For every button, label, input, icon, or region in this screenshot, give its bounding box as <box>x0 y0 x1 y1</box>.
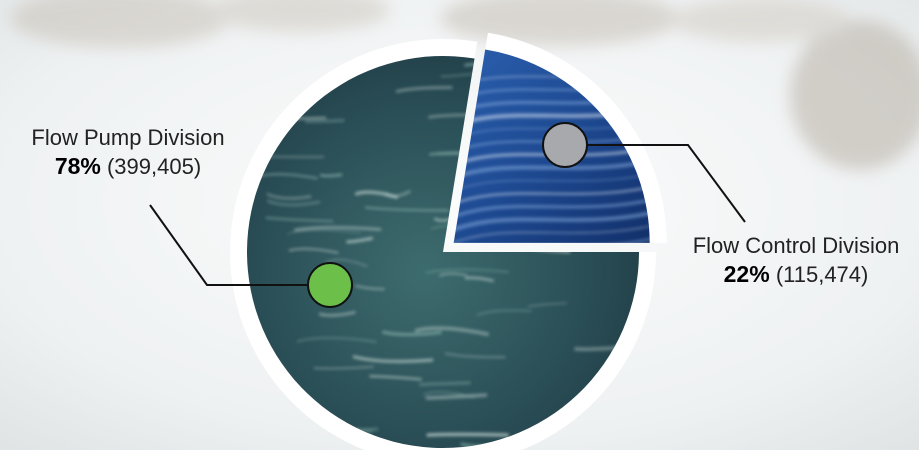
slice-value-control: (115,474) <box>775 262 869 287</box>
leader-line-pump <box>149 204 330 286</box>
leader-line-control <box>565 144 746 223</box>
slice-value-pump: (399,405) <box>106 154 202 179</box>
slice-label-control: Flow Control Division 22% (115,474) <box>676 232 916 289</box>
slice-percent-pump: 78% <box>54 153 101 179</box>
slice-percent-control: 22% <box>723 261 770 287</box>
pie-slice-pump <box>246 55 639 448</box>
marker-control <box>542 122 588 168</box>
marker-pump <box>307 262 353 308</box>
background-rocks <box>10 0 919 170</box>
slice-name-control: Flow Control Division <box>692 233 900 258</box>
slice-name-pump: Flow Pump Division <box>31 125 225 150</box>
slice-label-pump: Flow Pump Division 78% (399,405) <box>6 124 250 181</box>
